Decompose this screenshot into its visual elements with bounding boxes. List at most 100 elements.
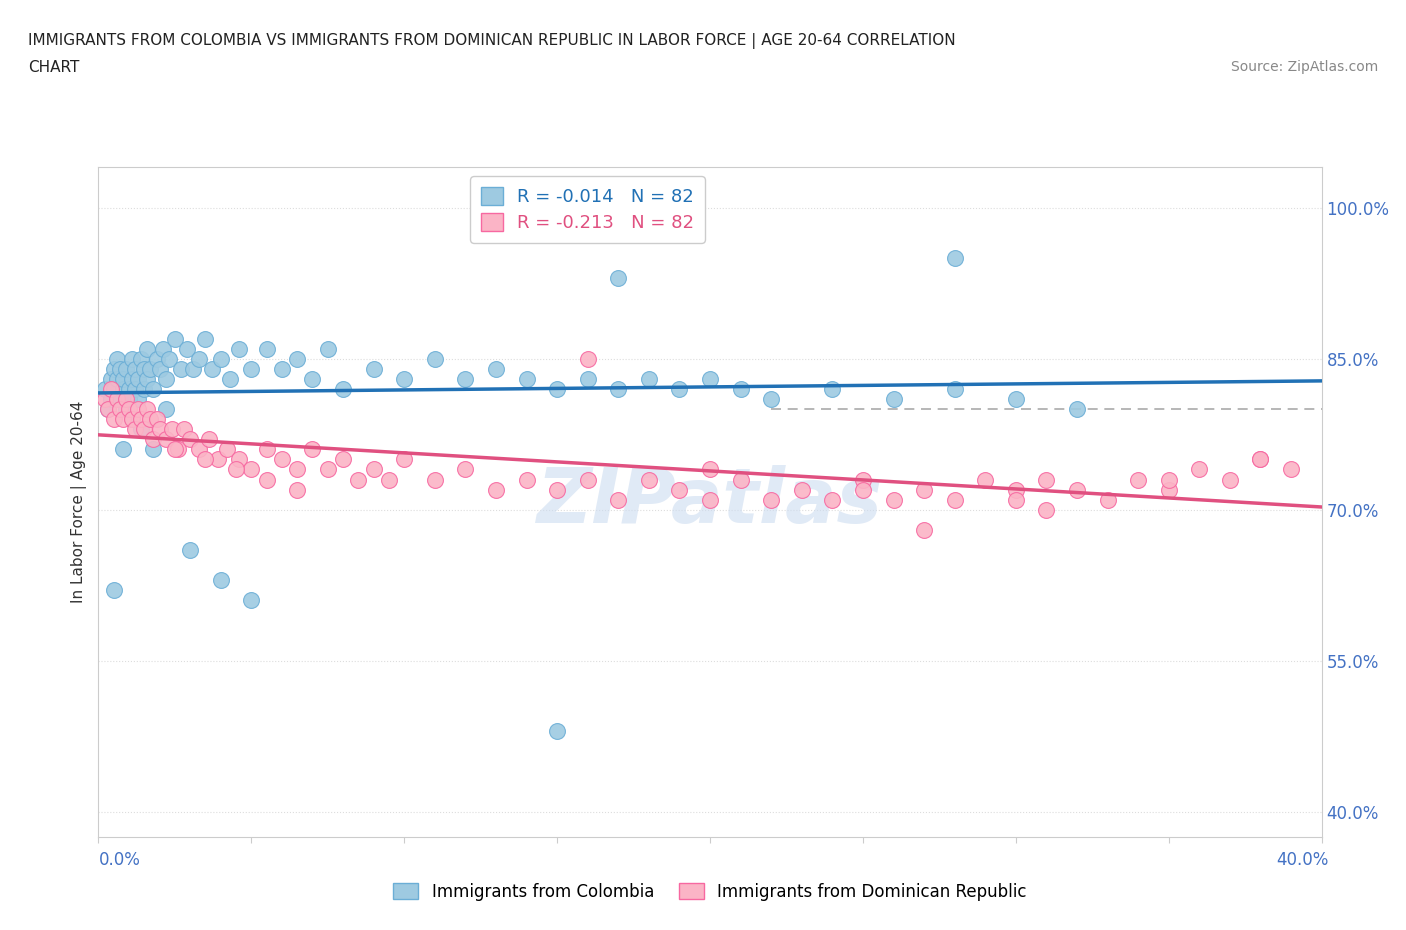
Point (546, 381, 568, 396)
Point (759, 492, 782, 507)
Point (301, 442, 323, 457)
Point (103, 583, 125, 598)
Point (215, 442, 238, 457)
Point (157, 352, 180, 366)
Text: 0.0%: 0.0% (98, 851, 141, 869)
Point (883, 492, 905, 507)
Point (1004, 482, 1026, 497)
Point (149, 422, 172, 437)
Y-axis label: In Labor Force | Age 20-64: In Labor Force | Age 20-64 (72, 401, 87, 604)
Point (108, 402, 131, 417)
Point (759, 392, 782, 406)
Point (240, 593, 263, 608)
Point (607, 271, 630, 286)
Point (730, 381, 752, 396)
Point (974, 472, 997, 487)
Point (883, 392, 905, 406)
Point (173, 422, 195, 437)
Point (1188, 462, 1211, 477)
Point (121, 352, 143, 366)
Point (516, 472, 538, 487)
Point (129, 412, 152, 427)
Point (378, 472, 401, 487)
Point (270, 362, 292, 377)
Point (699, 371, 721, 386)
Point (124, 362, 146, 377)
Point (332, 452, 354, 467)
Point (316, 341, 339, 356)
Point (1128, 472, 1150, 487)
Point (607, 492, 630, 507)
Point (637, 472, 661, 487)
Point (240, 462, 263, 477)
Point (576, 352, 599, 366)
Point (363, 462, 385, 477)
Point (285, 352, 308, 366)
Point (127, 402, 149, 417)
Point (943, 381, 966, 396)
Point (256, 442, 278, 457)
Legend: Immigrants from Colombia, Immigrants from Dominican Republic: Immigrants from Colombia, Immigrants fro… (385, 874, 1035, 909)
Point (111, 442, 134, 457)
Point (152, 341, 174, 356)
Point (209, 352, 232, 366)
Point (97, 402, 120, 417)
Point (332, 381, 354, 396)
Point (454, 371, 477, 386)
Point (155, 371, 177, 386)
Point (149, 362, 172, 377)
Point (134, 422, 156, 437)
Point (108, 392, 131, 406)
Point (607, 381, 630, 396)
Point (228, 452, 250, 467)
Point (145, 412, 167, 427)
Point (121, 371, 143, 386)
Point (1249, 452, 1271, 467)
Point (790, 482, 813, 497)
Point (637, 371, 661, 386)
Point (1157, 482, 1180, 497)
Point (142, 432, 165, 446)
Point (912, 482, 935, 497)
Text: ZIPatlas: ZIPatlas (537, 465, 883, 539)
Point (163, 331, 186, 346)
Point (118, 392, 141, 406)
Point (142, 442, 165, 457)
Point (516, 371, 538, 386)
Point (124, 422, 146, 437)
Point (136, 402, 159, 417)
Point (852, 472, 875, 487)
Point (1035, 502, 1057, 517)
Text: 40.0%: 40.0% (1277, 851, 1329, 869)
Point (115, 402, 138, 417)
Point (118, 381, 141, 396)
Point (103, 412, 125, 427)
Point (546, 724, 568, 738)
Point (139, 412, 162, 427)
Point (270, 452, 292, 467)
Point (97, 402, 120, 417)
Point (111, 381, 134, 396)
Point (93, 392, 115, 406)
Point (103, 381, 125, 396)
Point (194, 452, 217, 467)
Point (134, 362, 156, 377)
Point (576, 472, 599, 487)
Point (200, 362, 222, 377)
Point (136, 341, 159, 356)
Point (127, 371, 149, 386)
Text: IMMIGRANTS FROM COLOMBIA VS IMMIGRANTS FROM DOMINICAN REPUBLIC IN LABOR FORCE | : IMMIGRANTS FROM COLOMBIA VS IMMIGRANTS F… (28, 33, 956, 48)
Point (943, 492, 966, 507)
Point (134, 381, 156, 396)
Point (209, 573, 232, 588)
Point (256, 472, 278, 487)
Point (821, 492, 844, 507)
Point (207, 452, 229, 467)
Point (485, 482, 508, 497)
Point (699, 492, 721, 507)
Point (1035, 472, 1057, 487)
Point (668, 482, 690, 497)
Point (576, 371, 599, 386)
Point (347, 472, 370, 487)
Point (423, 472, 446, 487)
